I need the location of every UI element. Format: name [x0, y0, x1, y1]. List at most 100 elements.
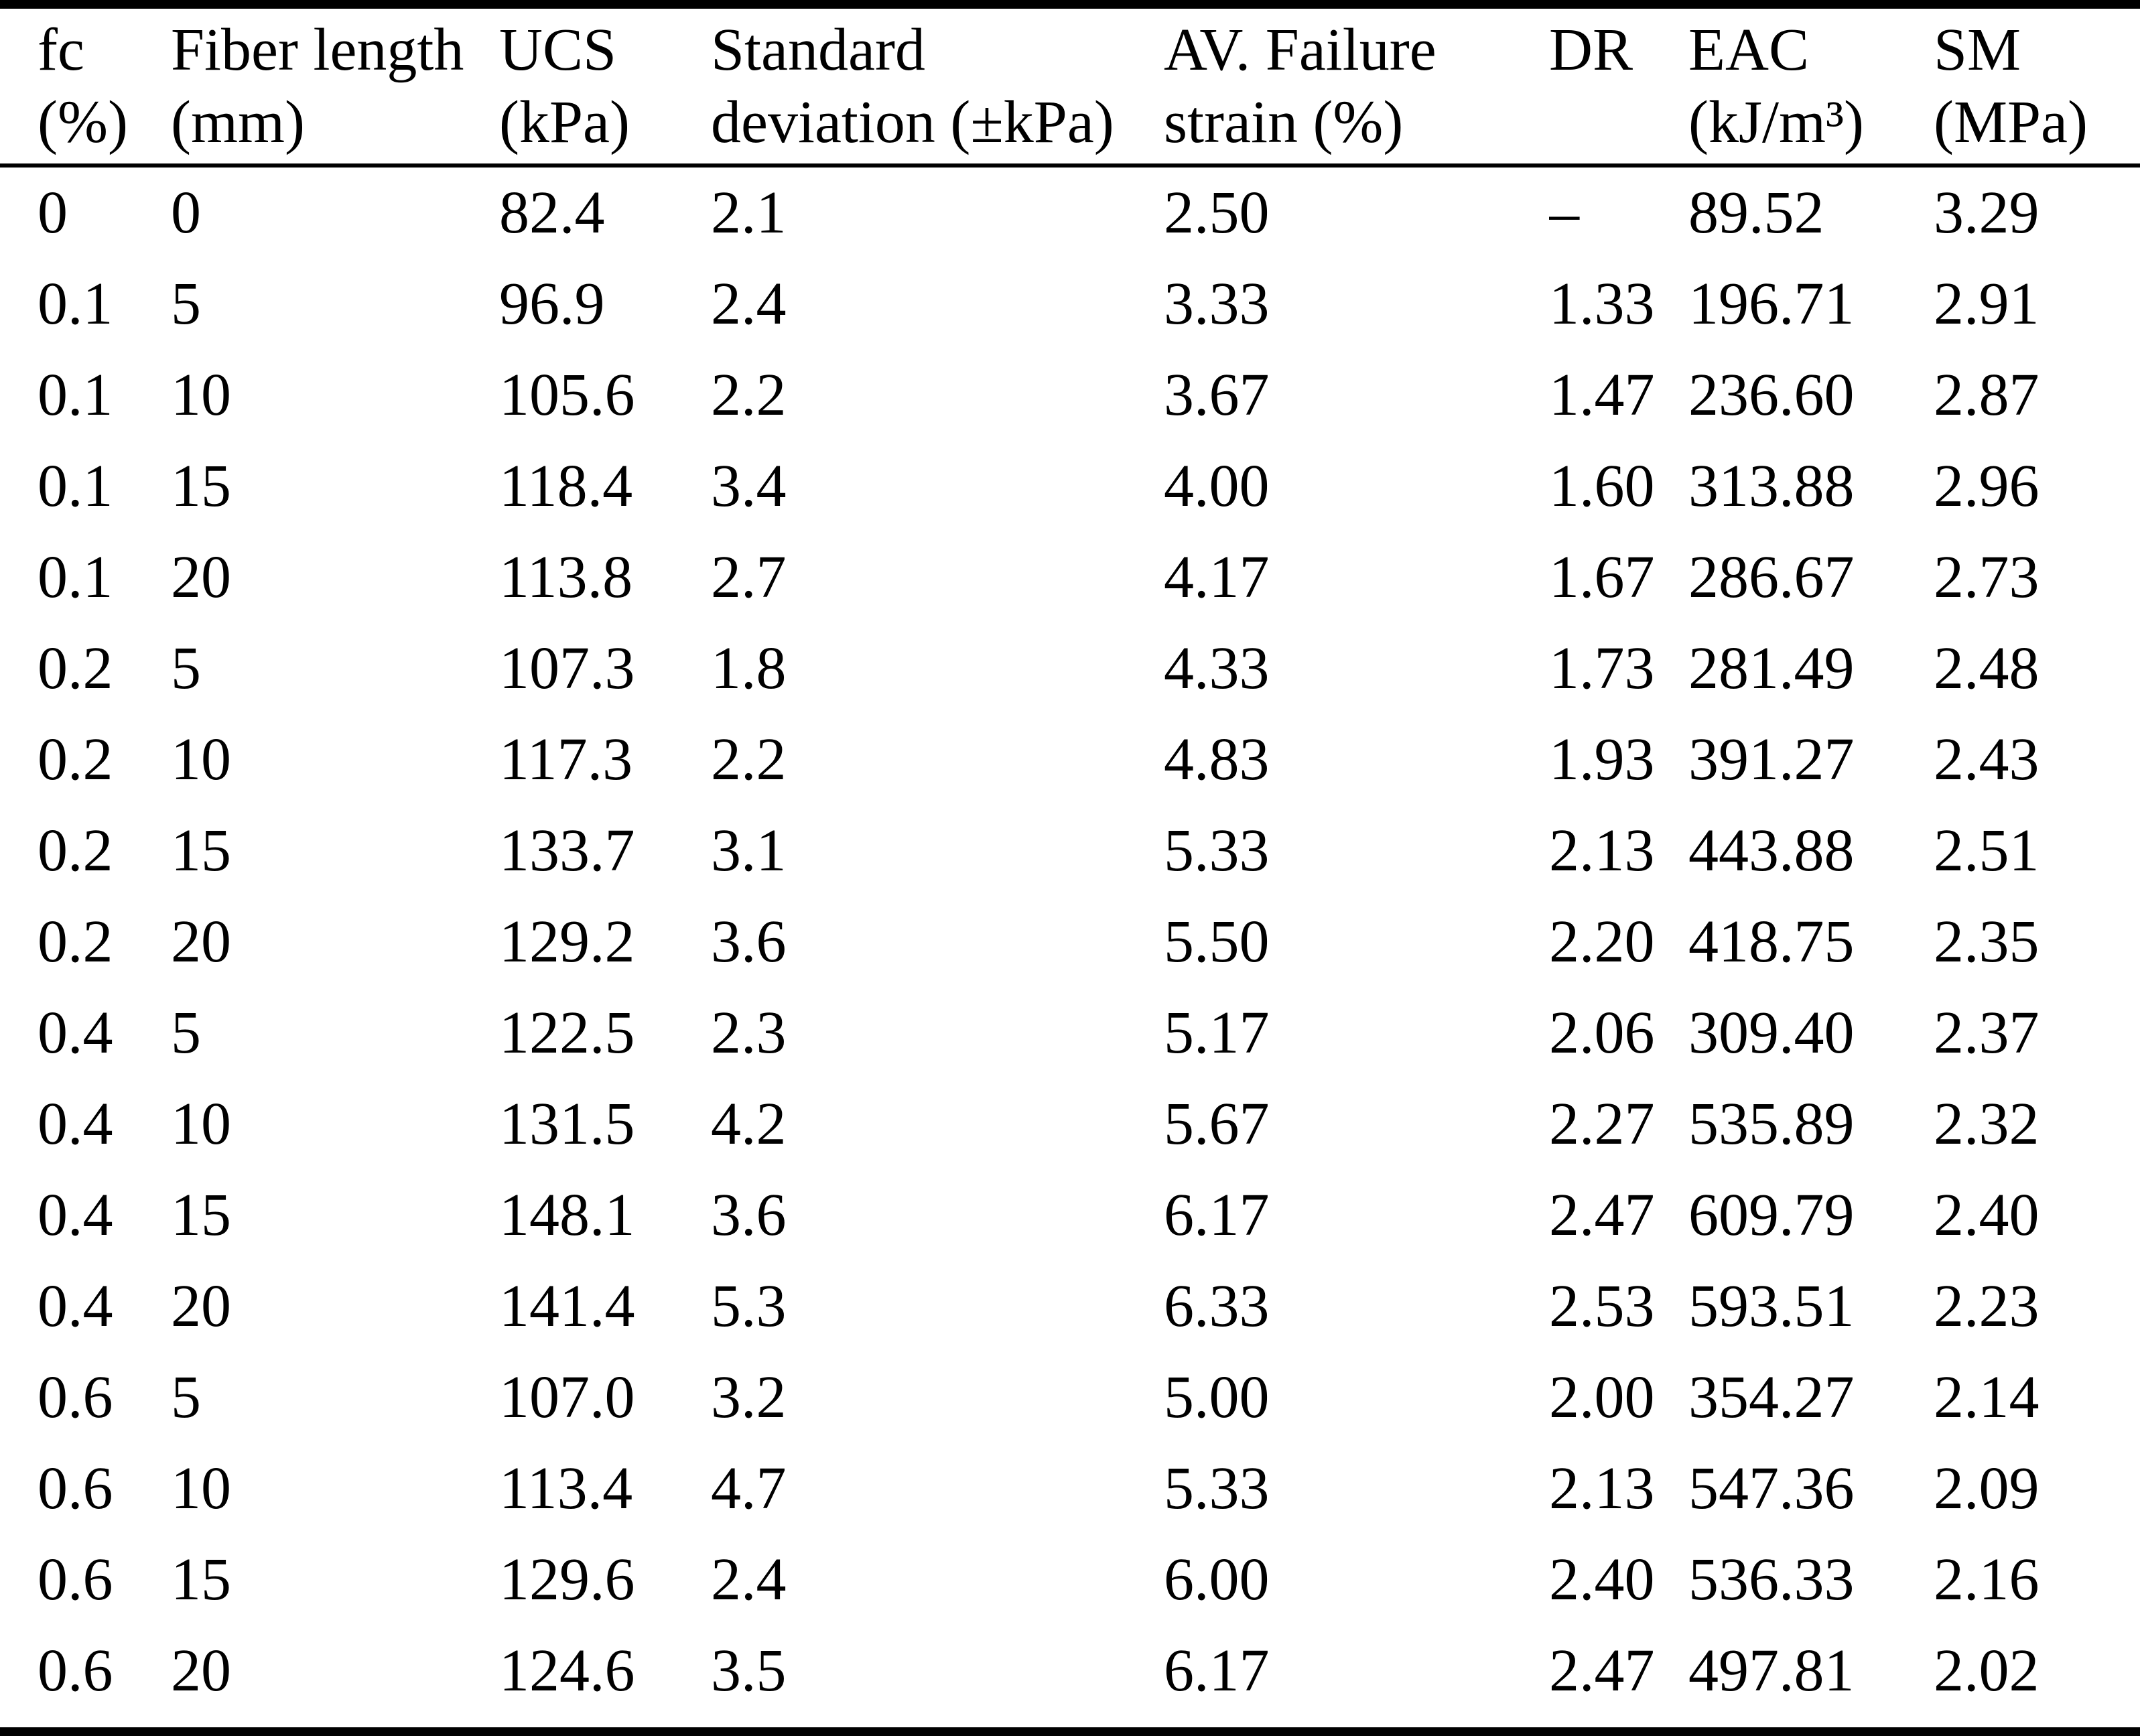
table-cell: 1.93 — [1549, 726, 1655, 793]
table-cell: 3.33 — [1164, 271, 1270, 337]
column-label: EAC — [1688, 16, 1809, 83]
table-cell: 118.4 — [499, 453, 633, 519]
table-cell: 0.4 — [38, 1182, 113, 1248]
table-cell: 2.16 — [1934, 1546, 2039, 1613]
table-cell: 2.27 — [1549, 1091, 1655, 1157]
table-cell: 196.71 — [1688, 271, 1855, 337]
table-row: 0.2 5 107.3 1.8 4.33 1.73 281.49 2.48 — [0, 623, 2140, 714]
table-cell: 2.13 — [1549, 817, 1655, 884]
table-cell: 2.96 — [1934, 453, 2039, 519]
table-cell: 129.2 — [499, 909, 635, 975]
table-cell: 2.2 — [711, 726, 787, 793]
table-cell: 107.3 — [499, 635, 635, 702]
table-cell: 89.52 — [1688, 180, 1824, 246]
table-row: 0.4 5 122.5 2.3 5.17 2.06 309.40 2.37 — [0, 988, 2140, 1079]
column-header-sm: SM (MPa) — [1934, 9, 2140, 168]
table-cell: 2.06 — [1549, 1000, 1655, 1066]
bottom-rule — [0, 1727, 2140, 1736]
table-body: 0 0 82.4 2.1 2.50 – 89.52 3.29 0.1 5 96.9 2.4 3.33 1.… — [0, 165, 2140, 1717]
table-cell: 2.09 — [1934, 1455, 2039, 1522]
table-cell: 609.79 — [1688, 1182, 1855, 1248]
table-cell: 0.2 — [38, 817, 113, 884]
table-cell: 5 — [171, 1364, 201, 1430]
table-cell: 4.2 — [711, 1091, 787, 1157]
table-cell: 2.35 — [1934, 909, 2039, 975]
table-cell: 2.13 — [1549, 1455, 1655, 1522]
table-cell: 0.6 — [38, 1546, 113, 1613]
table-cell: 1.67 — [1549, 544, 1655, 610]
table-header-row: fc (%) Fiber length (mm) UCS (kPa) Standard dev… — [0, 9, 2140, 168]
column-label: Fiber length — [171, 16, 464, 83]
column-header-av-failure: AV. Failure strain (%) — [1164, 9, 1549, 168]
table-cell: 4.33 — [1164, 635, 1270, 702]
column-label: DR — [1549, 16, 1633, 83]
table-cell: 0.6 — [38, 1364, 113, 1430]
column-unit — [1549, 86, 1688, 159]
top-rule — [0, 0, 2140, 9]
table-row: 0.4 15 148.1 3.6 6.17 2.47 609.79 2.40 — [0, 1170, 2140, 1261]
table-cell: 2.3 — [711, 1000, 787, 1066]
table-cell: 1.33 — [1549, 271, 1655, 337]
column-unit: (MPa) — [1934, 88, 2088, 155]
column-unit: (kJ/m³) — [1688, 88, 1864, 155]
table-cell: 3.1 — [711, 817, 787, 884]
table-cell: 418.75 — [1688, 909, 1855, 975]
table-cell: 0.4 — [38, 1273, 113, 1339]
column-label: fc — [38, 16, 84, 83]
table-cell: 15 — [171, 453, 231, 519]
table-cell: 2.50 — [1164, 180, 1270, 246]
table-cell: 5.33 — [1164, 817, 1270, 884]
table-cell: 6.33 — [1164, 1273, 1270, 1339]
table-cell: 0.1 — [38, 453, 113, 519]
column-unit: strain (%) — [1164, 88, 1404, 155]
table-cell: 0.2 — [38, 909, 113, 975]
table-cell: 5.3 — [711, 1273, 787, 1339]
table-cell: 5.00 — [1164, 1364, 1270, 1430]
table-cell: 3.2 — [711, 1364, 787, 1430]
column-header-dr: DR — [1549, 9, 1688, 168]
table-cell: 2.51 — [1934, 817, 2039, 884]
table-cell: 0.4 — [38, 1091, 113, 1157]
table-cell: 117.3 — [499, 726, 633, 793]
table-cell: 309.40 — [1688, 1000, 1855, 1066]
table-cell: 113.4 — [499, 1455, 633, 1522]
table-row: 0.2 15 133.7 3.1 5.33 2.13 443.88 2.51 — [0, 805, 2140, 896]
table-cell: 6.17 — [1164, 1182, 1270, 1248]
table-cell: 0.1 — [38, 271, 113, 337]
column-unit: (kPa) — [499, 88, 630, 155]
table-cell: 5 — [171, 1000, 201, 1066]
table-row: 0 0 82.4 2.1 2.50 – 89.52 3.29 — [0, 165, 2140, 259]
table-cell: 4.00 — [1164, 453, 1270, 519]
table-cell: 5.33 — [1164, 1455, 1270, 1522]
table-cell: 10 — [171, 726, 231, 793]
table-cell: 536.33 — [1688, 1546, 1855, 1613]
table-cell: 0.6 — [38, 1455, 113, 1522]
table-cell: 2.7 — [711, 544, 787, 610]
table-cell: 2.2 — [711, 362, 787, 428]
table-cell: 5.67 — [1164, 1091, 1270, 1157]
column-label: AV. Failure — [1164, 16, 1436, 83]
column-label: Standard — [711, 16, 925, 83]
table-cell: 2.73 — [1934, 544, 2039, 610]
table-cell: 443.88 — [1688, 817, 1855, 884]
table-cell: 107.0 — [499, 1364, 635, 1430]
table-cell: 0.6 — [38, 1638, 113, 1704]
table-cell: 105.6 — [499, 362, 635, 428]
table-cell: 1.8 — [711, 635, 787, 702]
table-cell: 141.4 — [499, 1273, 635, 1339]
table-cell: 131.5 — [499, 1091, 635, 1157]
table-cell: 2.20 — [1549, 909, 1655, 975]
table-cell: 2.48 — [1934, 635, 2039, 702]
table-cell: 20 — [171, 544, 231, 610]
table-row: 0.6 20 124.6 3.5 6.17 2.47 497.81 2.02 — [0, 1625, 2140, 1717]
table-cell: 0.4 — [38, 1000, 113, 1066]
table-cell: 124.6 — [499, 1638, 635, 1704]
table-cell: 2.4 — [711, 271, 787, 337]
table-cell: 313.88 — [1688, 453, 1855, 519]
table-cell: – — [1549, 180, 1579, 246]
table-cell: 2.40 — [1934, 1182, 2039, 1248]
table-cell: 3.5 — [711, 1638, 787, 1704]
table-cell: 0.1 — [38, 544, 113, 610]
table-cell: 1.73 — [1549, 635, 1655, 702]
table-cell: 2.1 — [711, 180, 787, 246]
